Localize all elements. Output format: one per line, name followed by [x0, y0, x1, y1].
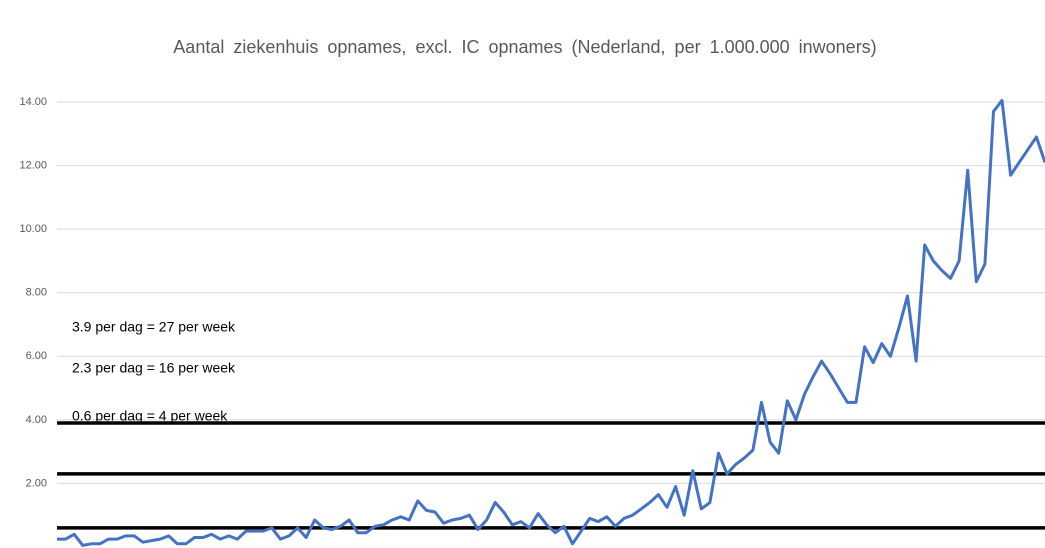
data-line	[57, 98, 1045, 547]
annotation: 0.6 per dag = 4 per week	[72, 408, 228, 424]
y-tick-label: 6.00	[26, 350, 47, 362]
y-tick-label: 4.00	[26, 414, 47, 426]
chart-title: Aantal ziekenhuis opnames, excl. IC opna…	[173, 37, 877, 57]
y-tick-label: 12.00	[19, 159, 47, 171]
y-tick-label: 14.00	[19, 96, 47, 108]
y-tick-label: 8.00	[26, 287, 47, 299]
y-tick-label: 2.00	[26, 477, 47, 489]
annotation: 2.3 per dag = 16 per week	[72, 360, 236, 376]
y-tick-label: 10.00	[19, 223, 47, 235]
annotation: 3.9 per dag = 27 per week	[72, 319, 236, 335]
